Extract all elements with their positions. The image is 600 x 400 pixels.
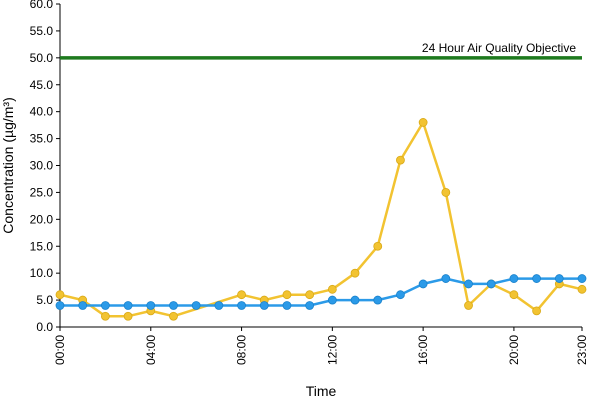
data-point (55, 290, 65, 300)
data-point (577, 284, 587, 294)
y-tick-label: 0.0 (36, 320, 53, 334)
series-1 (55, 118, 587, 321)
data-point (123, 301, 133, 310)
data-point (373, 295, 383, 305)
data-point (418, 118, 428, 127)
data-point (55, 301, 65, 310)
data-point (554, 274, 564, 283)
data-point (464, 279, 473, 289)
y-tick-label: 25.0 (30, 185, 54, 199)
data-point (464, 301, 473, 310)
data-point (259, 301, 269, 310)
objective-line-group: 24 Hour Air Quality Objective (60, 41, 582, 60)
y-tick-label: 60.0 (30, 0, 54, 11)
data-point (350, 295, 360, 305)
data-point (100, 301, 110, 310)
data-point (509, 290, 519, 300)
data-point (396, 155, 405, 165)
data-point (237, 301, 246, 310)
data-point (350, 268, 360, 278)
y-tick-label: 35.0 (30, 132, 54, 146)
x-tick-label: 20:00 (507, 335, 521, 365)
data-point (441, 274, 451, 283)
x-axis-ticks: 00:00 04:00 08:00 12:00 16:00 20:00 23:00 (53, 327, 589, 365)
data-point (396, 290, 405, 300)
data-point (146, 301, 156, 310)
series-layer (55, 118, 587, 321)
data-point (100, 311, 110, 321)
data-point (327, 295, 337, 305)
data-point (486, 279, 496, 289)
data-point (169, 301, 178, 310)
data-point (305, 301, 315, 310)
y-tick-label: 30.0 (30, 159, 54, 173)
y-axis-title: Concentration (µg/m³) (0, 97, 16, 233)
data-point (282, 290, 292, 300)
data-point (441, 188, 451, 197)
data-point (214, 301, 224, 310)
x-tick-label: 00:00 (53, 335, 67, 365)
y-tick-label: 55.0 (30, 24, 54, 38)
data-point (577, 274, 587, 283)
y-tick-label: 50.0 (30, 51, 54, 65)
data-point (418, 279, 428, 289)
data-point (78, 301, 88, 310)
data-point (305, 290, 315, 300)
data-point (237, 290, 246, 300)
data-point (373, 241, 383, 251)
data-point (532, 274, 542, 283)
data-point (169, 311, 178, 321)
y-tick-label: 10.0 (30, 266, 54, 280)
x-axis-title: Time (306, 383, 337, 399)
y-tick-label: 15.0 (30, 239, 54, 253)
x-tick-label: 12:00 (325, 335, 339, 365)
y-tick-label: 20.0 (30, 212, 54, 226)
x-tick-label: 23:00 (575, 335, 589, 365)
data-point (509, 274, 519, 283)
series-2 (55, 274, 587, 310)
x-tick-label: 04:00 (144, 335, 158, 365)
y-axis-ticks: 0.0 5.0 10.0 15.0 20.0 25.0 30.0 35.0 40.0 45.0 50… (30, 0, 60, 334)
data-point (282, 301, 292, 310)
data-point (123, 311, 133, 321)
data-point (191, 301, 201, 310)
objective-label: 24 Hour Air Quality Objective (422, 41, 576, 55)
y-tick-label: 5.0 (36, 293, 53, 307)
data-point (327, 284, 337, 294)
series-line (59, 121, 583, 318)
y-tick-label: 40.0 (30, 105, 54, 119)
data-point (532, 306, 542, 316)
x-tick-label: 16:00 (416, 335, 430, 365)
y-tick-label: 45.0 (30, 78, 54, 92)
x-tick-label: 08:00 (235, 335, 249, 365)
